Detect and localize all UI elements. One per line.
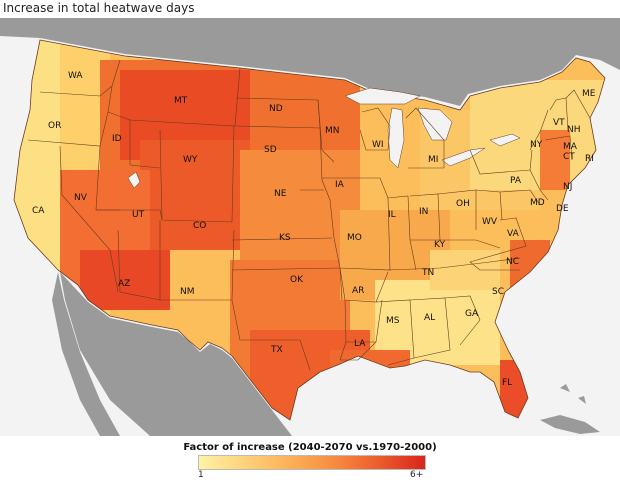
state-label-ms: MS bbox=[386, 316, 400, 326]
canada-land bbox=[0, 18, 620, 106]
state-label-al: AL bbox=[424, 313, 435, 323]
state-label-ar: AR bbox=[352, 286, 364, 296]
bahamas-land bbox=[560, 384, 586, 404]
state-label-nv: NV bbox=[74, 193, 88, 203]
us-heatwave-map: WA OR CA ID NV MT WY UT AZ CO NM ND SD N… bbox=[0, 18, 620, 436]
state-label-co: CO bbox=[193, 221, 206, 231]
great-salt-lake bbox=[127, 171, 141, 189]
state-label-ca: CA bbox=[32, 206, 45, 216]
legend-color-ramp bbox=[198, 455, 426, 470]
state-label-id: ID bbox=[112, 134, 122, 144]
state-label-sd: SD bbox=[264, 145, 277, 155]
state-label-oh: OH bbox=[456, 199, 470, 209]
state-label-mo: MO bbox=[347, 233, 362, 243]
state-label-wv: WV bbox=[482, 217, 498, 227]
state-label-ct: CT bbox=[563, 152, 575, 162]
legend-min-label: 1 bbox=[198, 470, 204, 480]
state-label-nj: NJ bbox=[563, 182, 572, 192]
state-label-ga: GA bbox=[465, 309, 479, 319]
state-label-md: MD bbox=[530, 198, 545, 208]
state-label-ia: IA bbox=[335, 180, 345, 190]
lake-superior bbox=[344, 87, 421, 105]
state-label-ut: UT bbox=[132, 210, 145, 220]
state-label-nm: NM bbox=[180, 287, 195, 297]
state-label-ks: KS bbox=[279, 233, 291, 243]
state-label-ma: MA bbox=[563, 142, 578, 152]
state-label-ok: OK bbox=[290, 275, 304, 285]
state-label-vt: VT bbox=[553, 118, 565, 128]
color-legend: Factor of increase (2040-2070 vs.1970-20… bbox=[0, 436, 620, 480]
map-area: WA OR CA ID NV MT WY UT AZ CO NM ND SD N… bbox=[0, 18, 620, 436]
baja-land bbox=[52, 272, 120, 436]
lake-ontario bbox=[489, 133, 521, 147]
lake-huron bbox=[417, 107, 453, 141]
state-label-pa: PA bbox=[510, 176, 522, 186]
state-label-wa: WA bbox=[68, 71, 83, 81]
state-label-sc: SC bbox=[492, 287, 504, 297]
state-label-nc: NC bbox=[506, 257, 519, 267]
state-label-in: IN bbox=[419, 207, 428, 217]
state-label-la: LA bbox=[354, 339, 366, 349]
legend-max-label: 6+ bbox=[410, 470, 424, 480]
map-title: Increase in total heatwave days bbox=[3, 1, 195, 15]
state-label-fl: FL bbox=[502, 378, 512, 388]
state-label-wy: WY bbox=[183, 155, 198, 165]
state-label-tx: TX bbox=[270, 345, 283, 355]
lake-erie bbox=[441, 147, 486, 167]
state-label-va: VA bbox=[507, 229, 520, 239]
state-label-mt: MT bbox=[174, 96, 188, 106]
state-label-me: ME bbox=[582, 89, 596, 99]
state-label-az: AZ bbox=[118, 279, 130, 289]
state-label-wi: WI bbox=[372, 140, 384, 150]
state-label-ri: RI bbox=[585, 154, 594, 164]
cuba-land bbox=[540, 415, 600, 434]
state-label-de: DE bbox=[556, 204, 569, 214]
state-label-or: OR bbox=[48, 121, 61, 131]
legend-title: Factor of increase (2040-2070 vs.1970-20… bbox=[183, 442, 437, 453]
state-label-tn: TN bbox=[421, 268, 434, 278]
state-label-ky: KY bbox=[434, 240, 446, 250]
state-label-nh: NH bbox=[567, 125, 581, 135]
lake-michigan bbox=[387, 107, 405, 169]
mexico-land bbox=[60, 272, 292, 436]
state-label-mn: MN bbox=[325, 126, 340, 136]
state-label-il: IL bbox=[388, 210, 396, 220]
state-borders bbox=[27, 59, 591, 371]
state-label-mi: MI bbox=[428, 155, 438, 165]
state-label-ny: NY bbox=[530, 140, 543, 150]
state-label-nd: ND bbox=[269, 104, 283, 114]
state-label-ne: NE bbox=[274, 189, 287, 199]
